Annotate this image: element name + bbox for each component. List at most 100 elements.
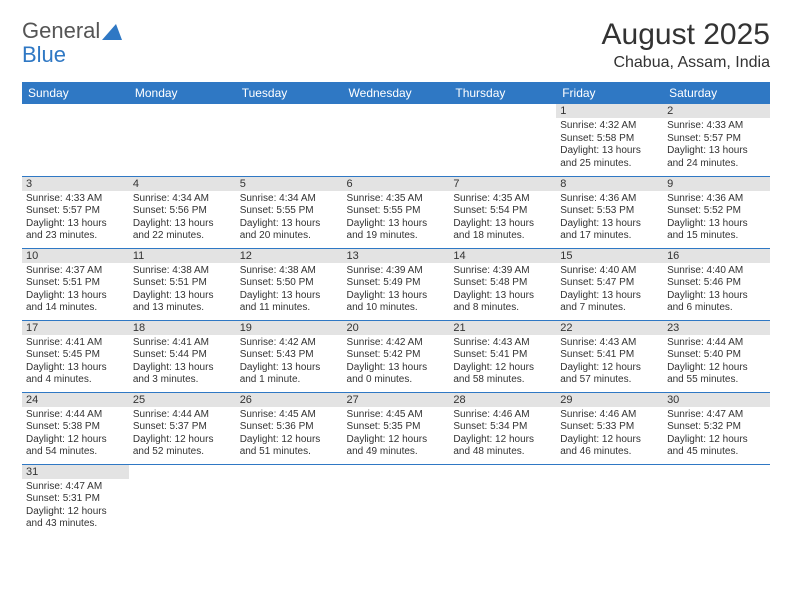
cell-line-d1: Daylight: 13 hours [667,218,766,231]
cell-line-sr: Sunrise: 4:43 AM [453,337,552,350]
calendar-cell: 25Sunrise: 4:44 AMSunset: 5:37 PMDayligh… [129,392,236,464]
calendar-cell: 31Sunrise: 4:47 AMSunset: 5:31 PMDayligh… [22,464,129,536]
cell-line-d2: and 54 minutes. [26,446,125,459]
cell-line-ss: Sunset: 5:46 PM [667,277,766,290]
cell-line-d1: Daylight: 13 hours [560,218,659,231]
day-number: 22 [556,321,663,335]
calendar-cell: 22Sunrise: 4:43 AMSunset: 5:41 PMDayligh… [556,320,663,392]
calendar-cell: 7Sunrise: 4:35 AMSunset: 5:54 PMDaylight… [449,176,556,248]
cell-line-ss: Sunset: 5:53 PM [560,205,659,218]
cell-line-sr: Sunrise: 4:37 AM [26,265,125,278]
cell-line-ss: Sunset: 5:51 PM [26,277,125,290]
cell-line-sr: Sunrise: 4:36 AM [667,193,766,206]
calendar-cell: 14Sunrise: 4:39 AMSunset: 5:48 PMDayligh… [449,248,556,320]
day-number: 18 [129,321,236,335]
calendar-cell: 9 Sunrise: 4:36 AMSunset: 5:52 PMDaylight… [663,176,770,248]
cell-line-sr: Sunrise: 4:43 AM [560,337,659,350]
cell-line-d1: Daylight: 13 hours [453,218,552,231]
cell-line-d1: Daylight: 13 hours [240,290,339,303]
day-number: 1 [556,104,663,118]
calendar-cell: 10Sunrise: 4:37 AMSunset: 5:51 PMDayligh… [22,248,129,320]
cell-line-d1: Daylight: 13 hours [667,290,766,303]
cell-line-ss: Sunset: 5:57 PM [26,205,125,218]
cell-line-d2: and 17 minutes. [560,230,659,243]
cell-line-ss: Sunset: 5:49 PM [347,277,446,290]
cell-line-ss: Sunset: 5:44 PM [133,349,232,362]
cell-line-d1: Daylight: 12 hours [26,506,125,519]
cell-line-sr: Sunrise: 4:40 AM [667,265,766,278]
cell-line-ss: Sunset: 5:32 PM [667,421,766,434]
calendar-cell: 11Sunrise: 4:38 AMSunset: 5:51 PMDayligh… [129,248,236,320]
cell-line-ss: Sunset: 5:41 PM [453,349,552,362]
cell-line-ss: Sunset: 5:58 PM [560,133,659,146]
calendar-cell [236,104,343,176]
cell-line-ss: Sunset: 5:52 PM [667,205,766,218]
cell-line-sr: Sunrise: 4:35 AM [347,193,446,206]
cell-line-d1: Daylight: 13 hours [26,290,125,303]
header-row: Sunday Monday Tuesday Wednesday Thursday… [22,82,770,104]
day-number: 30 [663,393,770,407]
calendar-cell [343,104,450,176]
calendar-body: 1Sunrise: 4:32 AMSunset: 5:58 PMDaylight… [22,104,770,536]
cell-line-sr: Sunrise: 4:39 AM [453,265,552,278]
cell-line-d1: Daylight: 13 hours [347,218,446,231]
calendar-cell: 24Sunrise: 4:44 AMSunset: 5:38 PMDayligh… [22,392,129,464]
calendar-table: Sunday Monday Tuesday Wednesday Thursday… [22,82,770,536]
cell-line-sr: Sunrise: 4:33 AM [667,120,766,133]
cell-line-d1: Daylight: 13 hours [26,362,125,375]
day-number: 24 [22,393,129,407]
cell-line-ss: Sunset: 5:42 PM [347,349,446,362]
col-header: Thursday [449,82,556,104]
cell-line-sr: Sunrise: 4:35 AM [453,193,552,206]
cell-line-d2: and 7 minutes. [560,302,659,315]
cell-line-d2: and 13 minutes. [133,302,232,315]
cell-line-ss: Sunset: 5:34 PM [453,421,552,434]
cell-line-d1: Daylight: 12 hours [26,434,125,447]
cell-line-ss: Sunset: 5:54 PM [453,205,552,218]
day-number: 16 [663,249,770,263]
day-number: 13 [343,249,450,263]
cell-line-d2: and 46 minutes. [560,446,659,459]
calendar-cell: 3Sunrise: 4:33 AMSunset: 5:57 PMDaylight… [22,176,129,248]
cell-line-d1: Daylight: 12 hours [667,362,766,375]
day-number: 23 [663,321,770,335]
cell-line-d1: Daylight: 13 hours [240,362,339,375]
cell-line-ss: Sunset: 5:56 PM [133,205,232,218]
col-header: Tuesday [236,82,343,104]
cell-line-d2: and 14 minutes. [26,302,125,315]
title-block: August 2025 Chabua, Assam, India [602,18,770,72]
cell-line-d1: Daylight: 13 hours [133,362,232,375]
col-header: Monday [129,82,236,104]
cell-line-sr: Sunrise: 4:45 AM [240,409,339,422]
cell-line-sr: Sunrise: 4:42 AM [240,337,339,350]
col-header: Friday [556,82,663,104]
cell-line-ss: Sunset: 5:35 PM [347,421,446,434]
cell-line-d1: Daylight: 12 hours [453,434,552,447]
day-number: 31 [22,465,129,479]
cell-line-sr: Sunrise: 4:39 AM [347,265,446,278]
calendar-cell [343,464,450,536]
cell-line-sr: Sunrise: 4:45 AM [347,409,446,422]
cell-line-sr: Sunrise: 4:33 AM [26,193,125,206]
logo: General [22,18,122,44]
cell-line-d2: and 6 minutes. [667,302,766,315]
calendar-cell: 29Sunrise: 4:46 AMSunset: 5:33 PMDayligh… [556,392,663,464]
cell-line-d1: Daylight: 12 hours [347,434,446,447]
cell-line-d2: and 10 minutes. [347,302,446,315]
cell-line-d2: and 11 minutes. [240,302,339,315]
calendar-cell: 28Sunrise: 4:46 AMSunset: 5:34 PMDayligh… [449,392,556,464]
cell-line-ss: Sunset: 5:47 PM [560,277,659,290]
cell-line-d1: Daylight: 12 hours [133,434,232,447]
calendar-row: 10Sunrise: 4:37 AMSunset: 5:51 PMDayligh… [22,248,770,320]
cell-line-d2: and 8 minutes. [453,302,552,315]
day-number: 9 [663,177,770,191]
col-header: Sunday [22,82,129,104]
cell-line-ss: Sunset: 5:38 PM [26,421,125,434]
cell-line-d2: and 22 minutes. [133,230,232,243]
day-number: 12 [236,249,343,263]
calendar-cell: 23Sunrise: 4:44 AMSunset: 5:40 PMDayligh… [663,320,770,392]
cell-line-sr: Sunrise: 4:44 AM [667,337,766,350]
col-header: Saturday [663,82,770,104]
cell-line-d2: and 45 minutes. [667,446,766,459]
cell-line-ss: Sunset: 5:55 PM [240,205,339,218]
